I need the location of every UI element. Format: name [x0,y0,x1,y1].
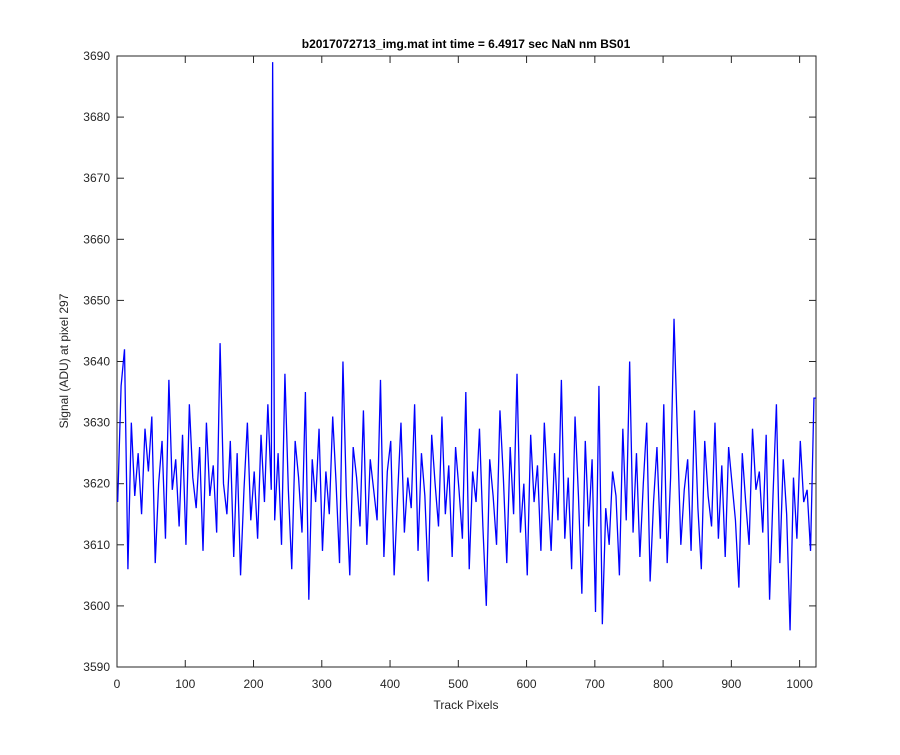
x-tick-label: 800 [653,677,673,691]
y-tick-label: 3690 [83,49,110,63]
x-tick-label: 200 [244,677,264,691]
y-tick-label: 3630 [83,416,110,430]
y-tick-label: 3620 [83,477,110,491]
y-tick-label: 3680 [83,110,110,124]
x-tick-label: 0 [114,677,121,691]
x-tick-label: 100 [175,677,195,691]
y-tick-label: 3670 [83,171,110,185]
x-tick-label: 700 [585,677,605,691]
x-tick-label: 900 [721,677,741,691]
x-tick-label: 400 [380,677,400,691]
x-axis-label: Track Pixels [434,698,499,712]
data-line [117,62,816,631]
chart-title: b2017072713_img.mat int time = 6.4917 se… [302,37,631,51]
x-tick-label: 600 [517,677,537,691]
plot-area [116,55,817,668]
x-tick-label: 300 [312,677,332,691]
y-tick-label: 3600 [83,599,110,613]
y-tick-label: 3640 [83,355,110,369]
y-tick-label: 3650 [83,293,110,307]
x-tick-label: 1000 [786,677,813,691]
y-axis-label: Signal (ADU) at pixel 297 [57,293,71,428]
y-tick-label: 3660 [83,232,110,246]
y-tick-label: 3610 [83,538,110,552]
y-tick-label: 3590 [83,660,110,674]
x-tick-label: 500 [448,677,468,691]
